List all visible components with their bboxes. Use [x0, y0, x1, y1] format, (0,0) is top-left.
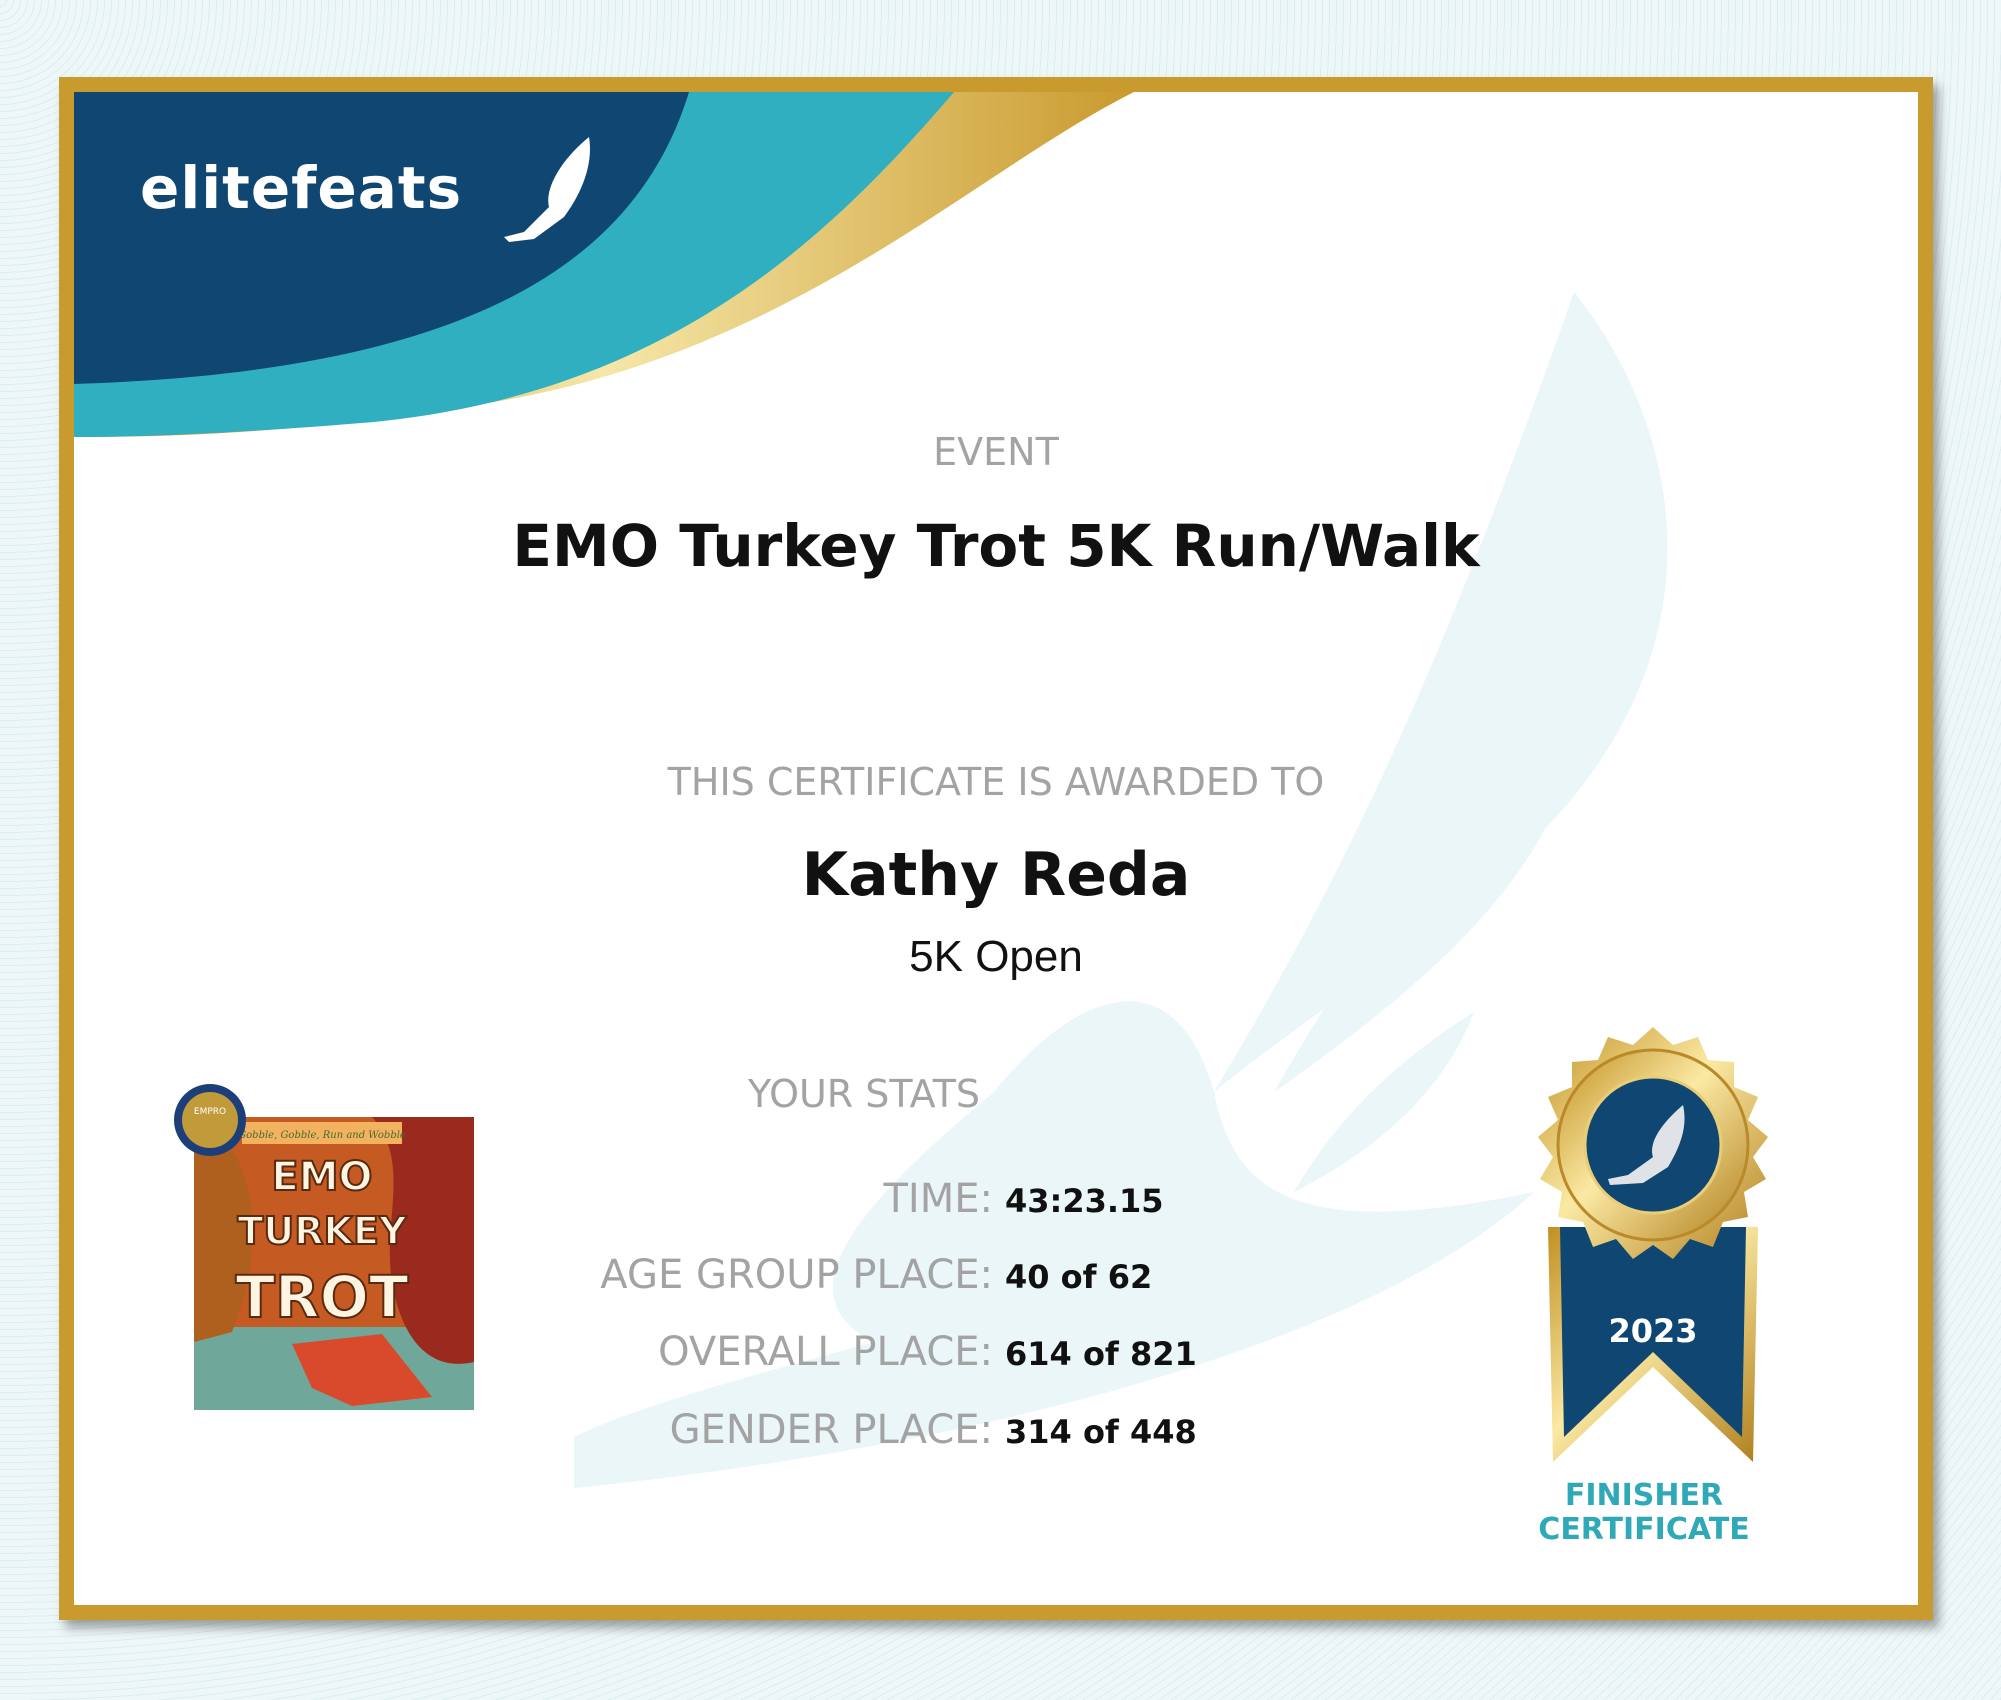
finisher-medal: 2023 — [1538, 1027, 1768, 1462]
svg-text:2023: 2023 — [1608, 1312, 1697, 1350]
winged-foot-watermark-icon — [574, 292, 1668, 1489]
stats-label: YOUR STATS — [747, 1072, 981, 1116]
elitefeats-logo: elitefeats — [140, 154, 463, 222]
stat-row-time: TIME: 43:23.15 — [883, 1176, 1164, 1222]
stat-row-age-group: AGE GROUP PLACE: 40 of 62 — [600, 1252, 1153, 1298]
svg-text:EMO: EMO — [271, 1154, 372, 1200]
awarded-to-label: THIS CERTIFICATE IS AWARDED TO — [667, 760, 1325, 804]
stat-row-overall: OVERALL PLACE: 614 of 821 — [658, 1329, 1197, 1375]
svg-text:TURKEY: TURKEY — [238, 1209, 407, 1253]
finisher-certificate-caption: FINISHER CERTIFICATE — [1538, 1478, 1750, 1547]
winged-foot-icon — [1608, 1105, 1685, 1185]
svg-text:Gobble, Gobble, Run and Wobble: Gobble, Gobble, Run and Wobble — [238, 1130, 406, 1141]
race-logo-image: Gobble, Gobble, Run and Wobble EMO TURKE… — [174, 1084, 474, 1410]
certificate: elitefeats EVENT EMO Turkey Trot 5K Run/… — [74, 92, 1918, 1605]
event-name: EMO Turkey Trot 5K Run/Walk — [512, 512, 1480, 580]
division: 5K Open — [909, 932, 1083, 981]
svg-text:EMPRO: EMPRO — [194, 1107, 226, 1117]
stat-row-gender: GENDER PLACE: 314 of 448 — [669, 1407, 1197, 1453]
certificate-frame: elitefeats EVENT EMO Turkey Trot 5K Run/… — [59, 77, 1933, 1620]
event-label: EVENT — [933, 430, 1059, 474]
header-swoosh — [74, 92, 1134, 437]
winged-foot-logo-icon — [504, 137, 590, 242]
participant-name: Kathy Reda — [801, 840, 1191, 910]
svg-text:TROT: TROT — [235, 1263, 409, 1331]
